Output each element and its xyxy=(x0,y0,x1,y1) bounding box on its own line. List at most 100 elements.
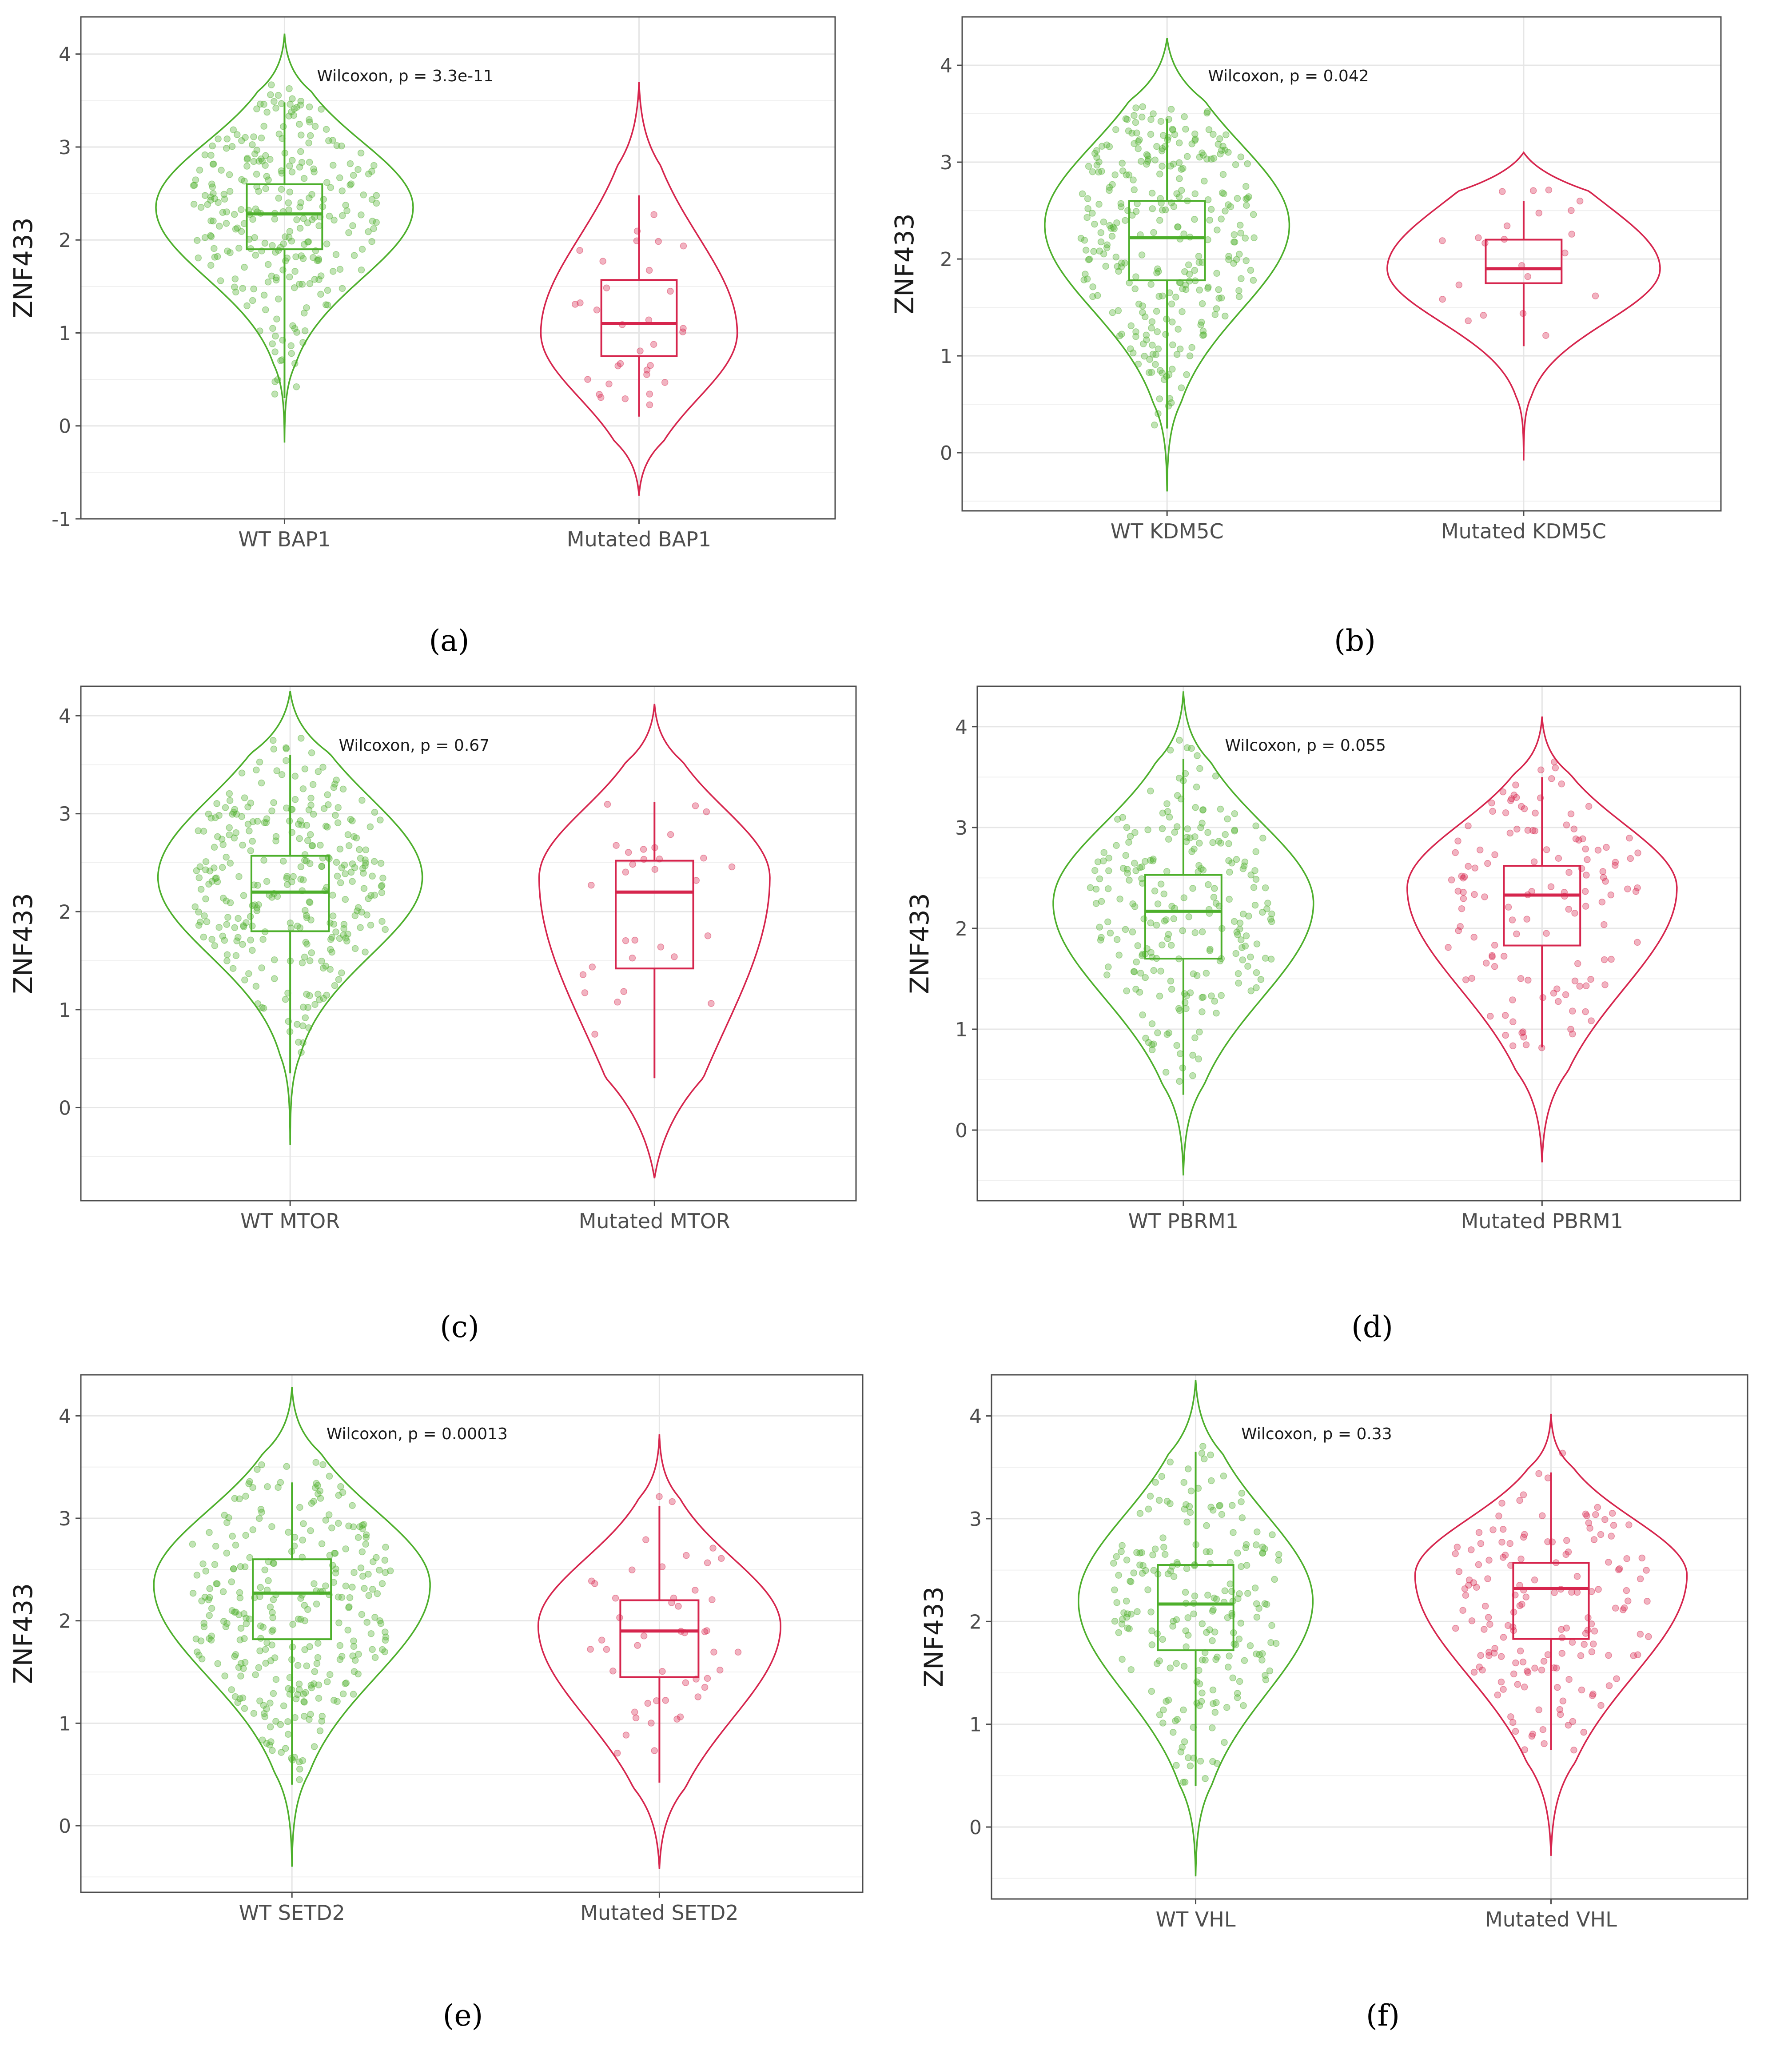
data-point xyxy=(298,1049,305,1056)
violin-outline xyxy=(1414,1413,1688,1856)
data-point xyxy=(303,914,311,921)
data-point xyxy=(1098,143,1106,150)
data-point xyxy=(211,1561,219,1568)
data-point xyxy=(257,1622,264,1629)
data-point xyxy=(225,1514,232,1521)
data-point xyxy=(350,252,358,259)
data-point xyxy=(1148,1641,1156,1648)
data-point xyxy=(1234,1595,1242,1602)
data-point xyxy=(331,1549,338,1557)
data-point xyxy=(1643,1567,1650,1574)
data-point xyxy=(320,995,327,1002)
data-point xyxy=(1199,1656,1206,1664)
data-point xyxy=(293,103,300,111)
data-point xyxy=(1601,1516,1609,1523)
data-point xyxy=(1123,987,1130,995)
y-tick-label: 0 xyxy=(59,1815,71,1838)
data-point xyxy=(257,1505,265,1513)
data-point xyxy=(1209,1758,1216,1765)
data-point xyxy=(260,291,268,299)
data-point xyxy=(1501,1552,1509,1559)
data-point xyxy=(340,931,347,939)
data-point xyxy=(280,1702,287,1709)
data-point xyxy=(366,823,374,831)
data-point xyxy=(631,1708,638,1716)
data-point xyxy=(288,878,295,886)
data-point xyxy=(314,257,321,264)
data-point xyxy=(303,822,311,829)
data-point xyxy=(211,864,218,872)
data-point xyxy=(1158,147,1166,155)
data-point xyxy=(1173,1042,1180,1049)
data-point xyxy=(1211,311,1219,318)
data-point xyxy=(1127,345,1134,353)
data-point xyxy=(351,1656,359,1664)
data-point xyxy=(337,879,344,887)
violin-outline xyxy=(1078,1380,1314,1877)
data-point xyxy=(1150,856,1157,863)
data-point xyxy=(1207,155,1215,163)
data-point xyxy=(210,217,217,225)
data-point xyxy=(227,249,234,256)
data-point xyxy=(1490,1649,1498,1657)
data-point xyxy=(1119,865,1127,872)
data-point xyxy=(362,856,369,864)
data-point xyxy=(222,1623,230,1630)
data-point xyxy=(1119,167,1127,175)
data-point xyxy=(306,119,313,126)
data-point xyxy=(235,934,242,941)
group-wt xyxy=(157,691,423,1145)
data-point xyxy=(593,307,601,314)
data-point xyxy=(207,814,215,822)
data-point xyxy=(269,340,276,347)
data-point xyxy=(1159,1534,1167,1541)
data-point xyxy=(1221,1587,1229,1594)
data-point xyxy=(1171,131,1179,138)
data-point xyxy=(1182,1627,1189,1635)
data-point xyxy=(1598,898,1606,906)
data-point xyxy=(297,817,304,824)
data-point xyxy=(382,1569,389,1576)
data-point xyxy=(218,167,225,174)
data-point xyxy=(357,855,364,862)
data-point xyxy=(1209,1686,1217,1694)
data-point xyxy=(243,155,251,163)
data-point xyxy=(1123,824,1131,831)
data-point xyxy=(231,1608,238,1616)
data-point xyxy=(315,276,323,283)
data-point xyxy=(1499,788,1507,796)
data-point xyxy=(1131,285,1139,293)
data-point xyxy=(350,1668,358,1675)
group-mutated xyxy=(537,1434,781,1869)
data-point xyxy=(1137,970,1144,977)
data-point xyxy=(1087,884,1094,892)
data-point xyxy=(643,371,650,378)
data-point xyxy=(262,185,269,192)
data-point xyxy=(716,1666,724,1674)
data-point xyxy=(1452,1624,1459,1632)
panel-label: (c) xyxy=(440,1310,479,1344)
data-point xyxy=(1237,153,1245,160)
data-point xyxy=(1148,1041,1155,1048)
data-point xyxy=(1115,951,1123,959)
data-point xyxy=(262,152,269,159)
data-point xyxy=(1489,952,1496,959)
data-point xyxy=(1077,235,1085,242)
data-point xyxy=(193,867,200,874)
data-point xyxy=(1084,205,1091,212)
data-point xyxy=(240,922,247,929)
data-point xyxy=(211,195,219,203)
data-point xyxy=(1103,971,1111,979)
data-point xyxy=(1559,1449,1566,1457)
data-point xyxy=(300,1712,308,1720)
data-point xyxy=(1169,127,1177,134)
data-point xyxy=(1228,860,1235,867)
data-point xyxy=(1185,261,1192,269)
data-point xyxy=(356,846,363,853)
data-point xyxy=(298,252,305,259)
data-point xyxy=(289,322,296,329)
data-point xyxy=(1240,1702,1247,1709)
data-point xyxy=(1253,1650,1260,1658)
data-point xyxy=(1167,1500,1174,1507)
data-point xyxy=(1089,168,1096,175)
